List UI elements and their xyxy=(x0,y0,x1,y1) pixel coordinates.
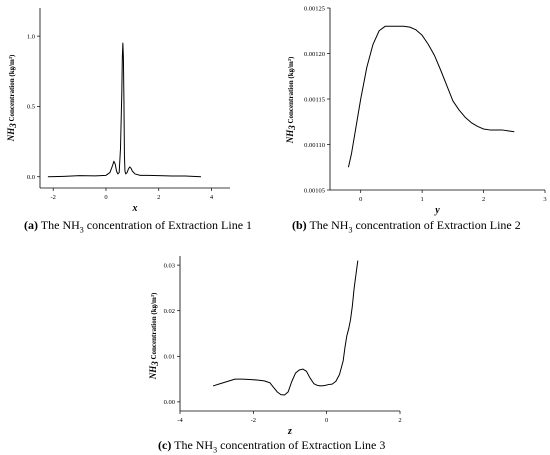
caption-c-letter: (c) xyxy=(158,438,172,452)
chart-panel-a: -2 0 2 4 0.0 0.5 1.0 x NH3 Concentration (kg/m³) xyxy=(0,0,275,214)
caption-b-letter: (b) xyxy=(292,218,307,232)
x-tick-label-c: 2 xyxy=(398,417,401,424)
y-tick-label-b: 0.00105 xyxy=(304,187,325,194)
x-tick-label-c: -2 xyxy=(251,417,256,424)
caption-c: (c) The NH3 concentration of Extraction … xyxy=(158,438,386,455)
series-line-b xyxy=(347,25,515,168)
x-axis-label-b: y xyxy=(434,205,440,216)
series-line-c xyxy=(212,260,359,396)
y-tick-label-c: 0.03 xyxy=(164,262,175,269)
caption-a: (a) The NH3 concentration of Extraction … xyxy=(24,218,253,235)
caption-a-letter: (a) xyxy=(24,218,38,232)
x-tick-label-b: 0 xyxy=(359,196,362,203)
x-axis-label-c: z xyxy=(287,426,292,437)
chart-panel-b: 0 1 2 3 0.00105 0.00110 0.00115 0.00120 0.00125 y… xyxy=(275,0,550,216)
y-tick-label-b: 0.00120 xyxy=(304,51,325,58)
y-tick-label-a: 1.0 xyxy=(27,33,35,40)
y-axis-label-a: NH3 Concentration (kg/m³) xyxy=(6,54,18,142)
x-tick-label-a: 4 xyxy=(210,194,214,201)
x-tick-label-a: -2 xyxy=(50,194,55,201)
chart-b: 0 1 2 3 0.00105 0.00110 0.00115 0.00120 0.00125 y… xyxy=(285,5,547,216)
chart-a: -2 0 2 4 0.0 0.5 1.0 x NH3 Concentration (kg/m³) xyxy=(6,8,230,214)
y-tick-label-b: 0.00125 xyxy=(304,5,325,12)
x-tick-label-b: 3 xyxy=(543,196,546,203)
x-tick-label-a: 0 xyxy=(104,194,107,201)
x-tick-label-a: 2 xyxy=(157,194,160,201)
chart-panel-c: -4 -2 0 2 0.00 0.01 0.02 0.03 z NH3 Concentration… xyxy=(140,240,415,437)
caption-b: (b) The NH3 concentration of Extraction … xyxy=(292,218,521,235)
x-tick-label-c: 0 xyxy=(325,417,328,424)
y-tick-label-c: 0.01 xyxy=(164,354,175,361)
y-axis-label-c: NH3 Concentration (kg/m³) xyxy=(148,292,160,380)
y-tick-label-b: 0.00115 xyxy=(304,96,325,103)
y-tick-label-c: 0.00 xyxy=(164,399,175,406)
y-tick-label-a: 0.5 xyxy=(27,104,35,111)
y-axis-label-b: NH3 Concentration (kg/m³) xyxy=(285,56,297,144)
y-tick-label-a: 0.0 xyxy=(27,174,35,181)
series-line-a xyxy=(47,42,201,178)
x-axis-label-a: x xyxy=(132,203,138,214)
chart-c: -4 -2 0 2 0.00 0.01 0.02 0.03 z NH3 Concentration… xyxy=(148,256,402,437)
x-tick-label-b: 1 xyxy=(421,196,424,203)
y-tick-label-c: 0.02 xyxy=(164,308,175,315)
x-tick-label-c: -4 xyxy=(177,417,183,424)
x-tick-label-b: 2 xyxy=(482,196,485,203)
y-tick-label-b: 0.00110 xyxy=(304,142,325,149)
